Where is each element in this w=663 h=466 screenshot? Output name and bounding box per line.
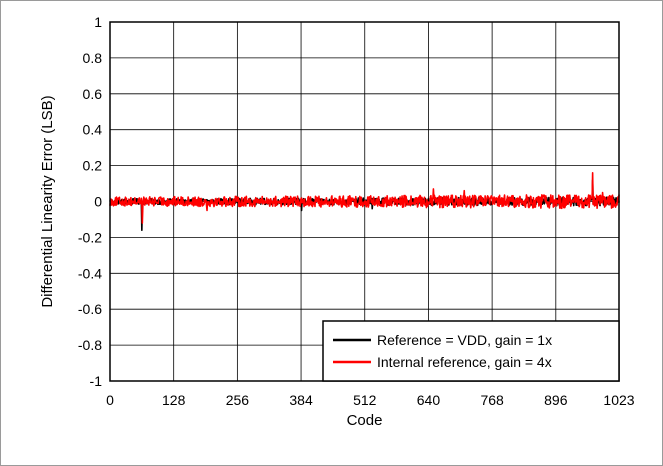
y-tick-label: -0.4 — [78, 265, 102, 281]
x-tick-label: 128 — [162, 392, 186, 408]
x-axis-label: Code — [347, 412, 383, 429]
y-tick-label: 0.4 — [83, 122, 103, 138]
y-tick-label: -0.8 — [78, 337, 102, 353]
y-axis-label: Differential Linearity Error (LSB) — [39, 95, 56, 307]
x-tick-label: 1023 — [603, 392, 634, 408]
series-line-internal — [109, 171, 620, 224]
x-tick-label: 896 — [544, 392, 568, 408]
legend-box — [322, 320, 620, 382]
y-tick-label: 1 — [94, 14, 102, 30]
y-tick-label: -1 — [90, 373, 103, 389]
legend: Reference = VDD, gain = 1x Internal refe… — [322, 320, 620, 382]
x-tick-label: 384 — [289, 392, 313, 408]
x-tick-label: 640 — [417, 392, 441, 408]
x-tick-label: 768 — [480, 392, 504, 408]
x-tick-label: 256 — [226, 392, 250, 408]
y-tick-label: 0.2 — [83, 158, 103, 174]
x-tick-label: 0 — [106, 392, 114, 408]
y-tick-labels: 1 0.8 0.6 0.4 0.2 0 -0.2 -0.4 -0.6 -0.8 -1 — [78, 14, 102, 389]
legend-label-vdd: Reference = VDD, gain = 1x — [377, 332, 552, 348]
x-tick-label: 512 — [353, 392, 377, 408]
y-tick-label: 0.6 — [83, 86, 103, 102]
series-layer — [109, 171, 620, 232]
y-tick-label: -0.2 — [78, 229, 102, 245]
y-tick-label: -0.6 — [78, 301, 102, 317]
x-tick-labels: 0 128 256 384 512 640 768 896 1023 — [106, 392, 635, 408]
y-tick-label: 0 — [94, 194, 102, 210]
legend-label-internal: Internal reference, gain = 4x — [377, 354, 552, 370]
y-tick-label: 0.8 — [83, 50, 103, 66]
